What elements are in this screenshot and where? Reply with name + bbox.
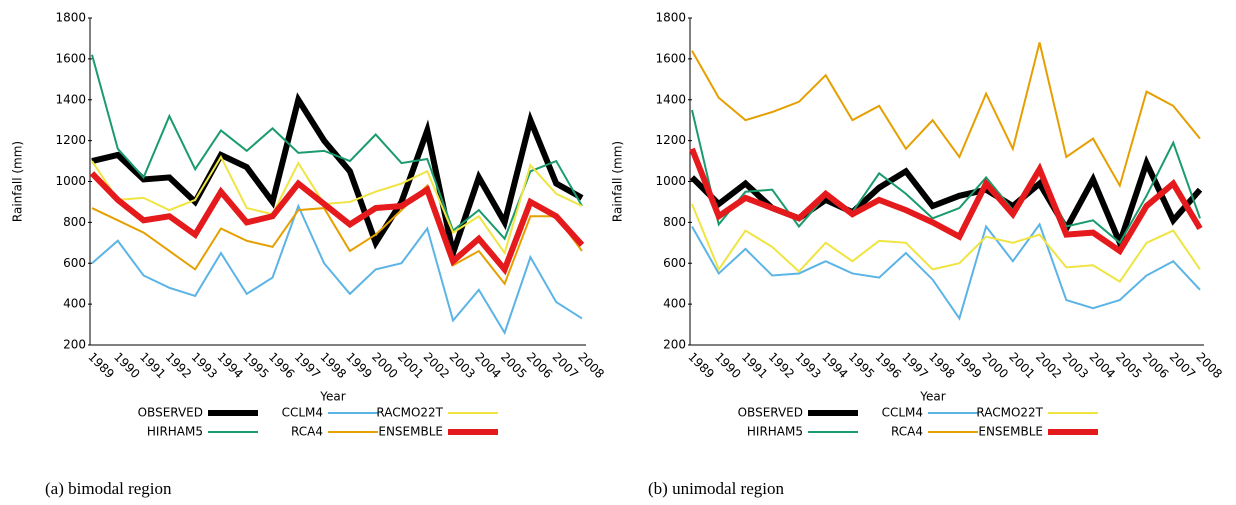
y-tick-label: 1400	[55, 92, 86, 106]
series-line	[91, 154, 583, 256]
y-tick-label: 1600	[655, 51, 686, 65]
x-tick-label: 1996	[873, 350, 904, 381]
x-axis-label: Year	[319, 390, 345, 404]
x-tick-label: 2000	[980, 350, 1011, 381]
legend-label: CCLM4	[882, 406, 923, 420]
x-tick-label: 2006	[524, 350, 555, 381]
x-tick-label: 1990	[111, 350, 142, 381]
legend-label: RACMO22T	[376, 406, 443, 420]
x-tick-label: 2007	[550, 350, 581, 381]
series-line	[689, 147, 1203, 256]
x-tick-label: 1993	[792, 350, 823, 381]
x-tick-label: 1998	[926, 350, 957, 381]
x-axis-label: Year	[919, 390, 945, 404]
x-tick-label: 1994	[214, 350, 245, 381]
y-tick-label: 1200	[55, 133, 86, 147]
x-tick-label: 2004	[1086, 350, 1117, 381]
x-tick-label: 2000	[369, 350, 400, 381]
y-tick-label: 1600	[55, 51, 86, 65]
series-line	[691, 203, 1201, 283]
x-tick-label: 2003	[446, 350, 477, 381]
legend-label: RCA4	[891, 425, 923, 439]
legend-label: RACMO22T	[976, 406, 1043, 420]
legend-label: OBSERVED	[138, 406, 203, 420]
legend-label: OBSERVED	[738, 406, 803, 420]
x-tick-label: 2006	[1140, 350, 1171, 381]
series-line	[691, 222, 1201, 321]
x-tick-label: 1993	[189, 350, 220, 381]
y-tick-label: 1000	[55, 174, 86, 188]
x-tick-label: 1989	[685, 350, 716, 381]
y-tick-label: 800	[63, 215, 86, 229]
x-tick-label: 2003	[1060, 350, 1091, 381]
x-tick-label: 2001	[395, 350, 426, 381]
y-tick-label: 1200	[655, 133, 686, 147]
caption: (a) bimodal region	[45, 479, 172, 498]
legend-label: CCLM4	[282, 406, 323, 420]
y-tick-label: 600	[663, 256, 686, 270]
series-line	[691, 109, 1201, 245]
x-tick-label: 2008	[1193, 350, 1224, 381]
x-tick-label: 1991	[739, 350, 770, 381]
x-tick-label: 2007	[1167, 350, 1198, 381]
x-tick-label: 1995	[240, 350, 271, 381]
series-line	[91, 203, 583, 336]
x-tick-label: 1997	[292, 350, 323, 381]
y-tick-label: 600	[63, 256, 86, 270]
x-tick-label: 2002	[421, 350, 452, 381]
y-tick-label: 200	[63, 338, 86, 352]
x-tick-label: 1997	[899, 350, 930, 381]
series-line	[89, 171, 585, 276]
x-tick-label: 2005	[498, 350, 529, 381]
legend-label: HIRHAM5	[147, 425, 203, 439]
y-tick-label: 800	[663, 215, 686, 229]
caption: (b) unimodal region	[648, 479, 784, 498]
x-tick-label: 1992	[766, 350, 797, 381]
x-tick-label: 2002	[1033, 350, 1064, 381]
y-tick-label: 400	[63, 297, 86, 311]
x-tick-label: 1995	[846, 350, 877, 381]
x-tick-label: 2008	[575, 350, 606, 381]
legend-label: HIRHAM5	[747, 425, 803, 439]
x-tick-label: 1992	[163, 350, 194, 381]
x-tick-label: 1996	[266, 350, 297, 381]
x-tick-label: 2001	[1006, 350, 1037, 381]
y-axis-label: Rainfall (mm)	[11, 141, 25, 222]
y-tick-label: 1800	[655, 11, 686, 25]
x-tick-label: 1994	[819, 350, 850, 381]
x-tick-label: 1999	[953, 350, 984, 381]
legend-label: ENSEMBLE	[978, 425, 1043, 439]
y-tick-label: 1400	[655, 92, 686, 106]
x-tick-label: 1999	[343, 350, 374, 381]
y-axis-label: Rainfall (mm)	[611, 141, 625, 222]
series-line	[691, 42, 1201, 189]
x-tick-label: 1991	[137, 350, 168, 381]
x-tick-label: 1998	[318, 350, 349, 381]
series-line	[91, 183, 583, 286]
x-tick-label: 2005	[1113, 350, 1144, 381]
legend-label: ENSEMBLE	[378, 425, 443, 439]
x-tick-label: 2004	[472, 350, 503, 381]
y-tick-label: 1800	[55, 11, 86, 25]
x-tick-label: 1989	[85, 350, 116, 381]
y-tick-label: 400	[663, 297, 686, 311]
y-tick-label: 1000	[655, 174, 686, 188]
y-tick-label: 200	[663, 338, 686, 352]
x-tick-label: 1990	[712, 350, 743, 381]
series-line	[91, 54, 583, 241]
legend-label: RCA4	[291, 425, 323, 439]
